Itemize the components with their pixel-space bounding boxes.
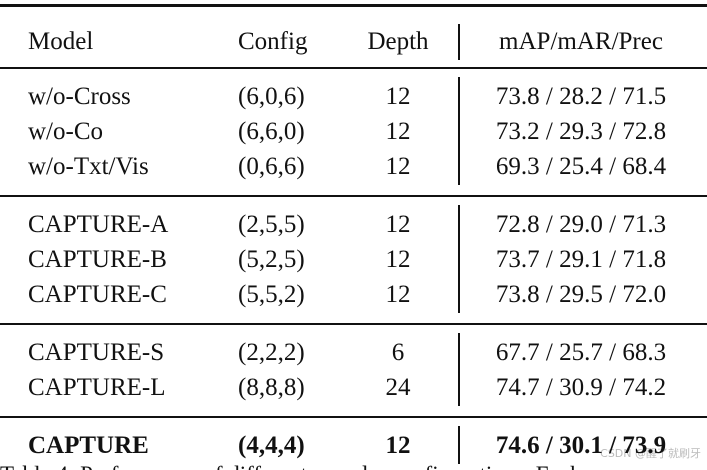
table-cell: CAPTURE-C (28, 281, 167, 308)
table-cell: 12 (385, 246, 411, 273)
top-rule (0, 4, 707, 7)
table-cell: 12 (385, 83, 411, 110)
table-cell: (6,0,6) (238, 83, 305, 110)
column-divider (458, 205, 460, 313)
table-cell: 73.2 / 29.3 / 72.8 (495, 118, 667, 145)
table-cell: 73.8 / 29.5 / 72.0 (495, 281, 667, 308)
column-divider (458, 426, 460, 464)
table-cell: w/o-Cross (28, 83, 131, 110)
table-cell: 69.3 / 25.4 / 68.4 (495, 153, 667, 180)
group-rule (0, 195, 707, 197)
header-cell: Model (28, 28, 94, 55)
table-cell: 12 (385, 211, 411, 238)
table-cell: (0,6,6) (238, 153, 305, 180)
caption: Table 4: Performance of different encode… (0, 462, 582, 470)
watermark: CSDN @醒了就刷牙 (600, 447, 701, 460)
group-rule (0, 323, 707, 325)
table-cell: CAPTURE-L (28, 374, 166, 401)
header-cell: Depth (367, 28, 429, 55)
table-cell: CAPTURE-B (28, 246, 167, 273)
table-cell: 6 (391, 339, 405, 366)
table-cell: CAPTURE (28, 432, 149, 459)
group-rule (0, 416, 707, 418)
table-cell: 12 (385, 118, 411, 145)
table-cell: 12 (385, 432, 411, 459)
table-cell: 12 (385, 153, 411, 180)
table-cell: w/o-Txt/Vis (28, 153, 149, 180)
column-divider (458, 77, 460, 185)
table-cell: (8,8,8) (238, 374, 305, 401)
table-cell: (2,2,2) (238, 339, 305, 366)
table-cell: (2,5,5) (238, 211, 305, 238)
table-cell: (6,6,0) (238, 118, 305, 145)
table-cell: (5,5,2) (238, 281, 305, 308)
table-cell: 67.7 / 25.7 / 68.3 (495, 339, 667, 366)
column-divider (458, 24, 460, 60)
table-cell: 74.6 / 30.1 / 73.9 (495, 432, 667, 459)
table-cell: 12 (385, 281, 411, 308)
table-cell: 24 (385, 374, 411, 401)
table-cell: (5,2,5) (238, 246, 305, 273)
header-cell: Config (238, 28, 308, 55)
table-cell: 73.7 / 29.1 / 71.8 (495, 246, 667, 273)
table-cell: 74.7 / 30.9 / 74.2 (495, 374, 667, 401)
table-cell: 72.8 / 29.0 / 71.3 (495, 211, 667, 238)
table-cell: CAPTURE-S (28, 339, 165, 366)
column-divider (458, 333, 460, 406)
table-cell: (4,4,4) (238, 432, 305, 459)
header-cell: mAP/mAR/Prec (499, 28, 663, 55)
table-cell: 73.8 / 28.2 / 71.5 (495, 83, 667, 110)
table-cell: CAPTURE-A (28, 211, 169, 238)
group-rule (0, 67, 707, 69)
table-cell: w/o-Co (28, 118, 103, 145)
